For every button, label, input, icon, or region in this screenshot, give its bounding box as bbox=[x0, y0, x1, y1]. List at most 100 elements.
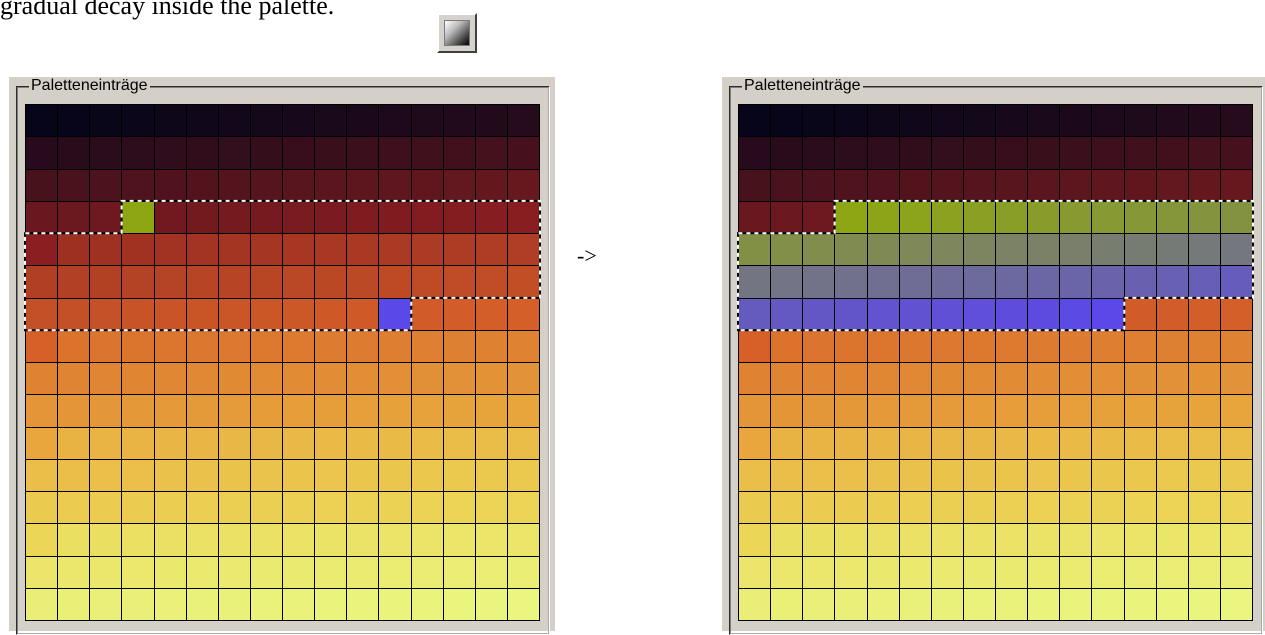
palette-cell[interactable] bbox=[835, 556, 867, 588]
palette-cell[interactable] bbox=[283, 137, 315, 169]
palette-cell[interactable] bbox=[1220, 524, 1252, 556]
palette-cell[interactable] bbox=[315, 234, 347, 266]
palette-cell[interactable] bbox=[411, 492, 443, 524]
palette-cell[interactable] bbox=[250, 556, 282, 588]
palette-cell[interactable] bbox=[835, 427, 867, 459]
palette-cell[interactable] bbox=[443, 298, 475, 330]
palette-cell[interactable] bbox=[1092, 427, 1124, 459]
palette-cell[interactable] bbox=[803, 524, 835, 556]
palette-cell[interactable] bbox=[803, 459, 835, 491]
palette-cell[interactable] bbox=[1092, 459, 1124, 491]
palette-cell[interactable] bbox=[1124, 234, 1156, 266]
palette-cell[interactable] bbox=[1124, 169, 1156, 201]
palette-cell[interactable] bbox=[963, 330, 995, 362]
palette-cell[interactable] bbox=[154, 266, 186, 298]
palette-cell[interactable] bbox=[931, 105, 963, 137]
palette-cell[interactable] bbox=[58, 169, 90, 201]
palette-cell[interactable] bbox=[1188, 169, 1220, 201]
palette-cell[interactable] bbox=[1060, 169, 1092, 201]
palette-cell[interactable] bbox=[26, 234, 58, 266]
palette-cell[interactable] bbox=[931, 524, 963, 556]
palette-cell[interactable] bbox=[963, 556, 995, 588]
palette-cell[interactable] bbox=[1156, 330, 1188, 362]
palette-cell[interactable] bbox=[507, 524, 539, 556]
palette-cell[interactable] bbox=[899, 169, 931, 201]
palette-cell[interactable] bbox=[1060, 137, 1092, 169]
palette-cell[interactable] bbox=[739, 234, 771, 266]
palette-cell[interactable] bbox=[250, 137, 282, 169]
palette-cell[interactable] bbox=[379, 524, 411, 556]
palette-cell[interactable] bbox=[186, 266, 218, 298]
palette-cell[interactable] bbox=[26, 169, 58, 201]
palette-cell[interactable] bbox=[1220, 588, 1252, 620]
palette-cell[interactable] bbox=[1220, 169, 1252, 201]
palette-cell[interactable] bbox=[507, 105, 539, 137]
gradient-button[interactable] bbox=[437, 13, 477, 53]
palette-cell[interactable] bbox=[186, 201, 218, 233]
palette-cell[interactable] bbox=[1156, 395, 1188, 427]
palette-cell[interactable] bbox=[58, 524, 90, 556]
palette-cell[interactable] bbox=[1092, 137, 1124, 169]
palette-cell[interactable] bbox=[90, 298, 122, 330]
palette-cell[interactable] bbox=[1124, 266, 1156, 298]
palette-cell[interactable] bbox=[379, 588, 411, 620]
palette-cell[interactable] bbox=[931, 234, 963, 266]
palette-cell[interactable] bbox=[90, 266, 122, 298]
palette-cell[interactable] bbox=[122, 105, 154, 137]
palette-cell[interactable] bbox=[771, 427, 803, 459]
palette-cell[interactable] bbox=[931, 137, 963, 169]
palette-cell[interactable] bbox=[1060, 588, 1092, 620]
palette-cell[interactable] bbox=[867, 201, 899, 233]
palette-cell[interactable] bbox=[122, 524, 154, 556]
palette-cell[interactable] bbox=[835, 363, 867, 395]
palette-cell[interactable] bbox=[1092, 588, 1124, 620]
palette-cell[interactable] bbox=[475, 266, 507, 298]
palette-cell[interactable] bbox=[475, 524, 507, 556]
palette-cell[interactable] bbox=[379, 201, 411, 233]
palette-cell[interactable] bbox=[771, 105, 803, 137]
palette-cell[interactable] bbox=[899, 266, 931, 298]
palette-cell[interactable] bbox=[315, 363, 347, 395]
palette-cell[interactable] bbox=[1028, 395, 1060, 427]
palette-cell[interactable] bbox=[507, 556, 539, 588]
palette-cell[interactable] bbox=[1124, 363, 1156, 395]
palette-cell[interactable] bbox=[315, 524, 347, 556]
palette-cell[interactable] bbox=[931, 395, 963, 427]
palette-cell[interactable] bbox=[411, 588, 443, 620]
palette-cell[interactable] bbox=[379, 234, 411, 266]
palette-cell[interactable] bbox=[475, 459, 507, 491]
palette-cell[interactable] bbox=[1092, 492, 1124, 524]
palette-cell[interactable] bbox=[739, 492, 771, 524]
palette-cell[interactable] bbox=[1092, 266, 1124, 298]
palette-cell[interactable] bbox=[963, 427, 995, 459]
palette-cell[interactable] bbox=[250, 524, 282, 556]
palette-cell[interactable] bbox=[1092, 298, 1124, 330]
palette-cell[interactable] bbox=[739, 137, 771, 169]
palette-cell[interactable] bbox=[1124, 395, 1156, 427]
palette-cell[interactable] bbox=[218, 459, 250, 491]
palette-cell[interactable] bbox=[154, 427, 186, 459]
palette-cell[interactable] bbox=[58, 427, 90, 459]
palette-cell[interactable] bbox=[315, 201, 347, 233]
palette-cell[interactable] bbox=[250, 266, 282, 298]
palette-cell[interactable] bbox=[218, 492, 250, 524]
palette-cell[interactable] bbox=[931, 330, 963, 362]
palette-cell[interactable] bbox=[996, 363, 1028, 395]
palette-cell[interactable] bbox=[1092, 234, 1124, 266]
palette-cell[interactable] bbox=[899, 524, 931, 556]
palette-cell[interactable] bbox=[186, 363, 218, 395]
palette-cell[interactable] bbox=[26, 588, 58, 620]
palette-cell[interactable] bbox=[283, 492, 315, 524]
palette-cell[interactable] bbox=[931, 266, 963, 298]
palette-cell[interactable] bbox=[122, 201, 154, 233]
palette-cell[interactable] bbox=[1060, 266, 1092, 298]
palette-cell[interactable] bbox=[867, 234, 899, 266]
palette-cell[interactable] bbox=[283, 330, 315, 362]
palette-cell[interactable] bbox=[58, 588, 90, 620]
palette-cell[interactable] bbox=[835, 169, 867, 201]
palette-cell[interactable] bbox=[218, 330, 250, 362]
palette-cell[interactable] bbox=[283, 588, 315, 620]
palette-cell[interactable] bbox=[1092, 169, 1124, 201]
palette-cell[interactable] bbox=[443, 363, 475, 395]
palette-cell[interactable] bbox=[899, 427, 931, 459]
